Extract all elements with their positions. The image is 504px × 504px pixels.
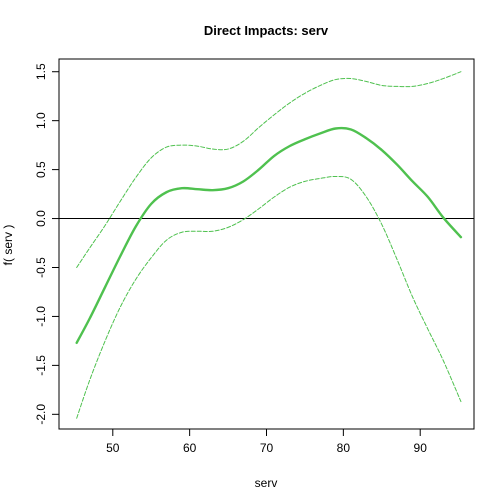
y-tick-label: 1.0: [34, 112, 48, 129]
y-tick-label: 0.0: [34, 210, 48, 227]
x-axis: 50 60 70 80 90: [106, 429, 427, 455]
series-layer: [59, 71, 474, 419]
y-axis: -2.0 -1.5 -1.0 -0.5 0.0 0.5 1.0 1.5: [34, 63, 59, 425]
chart-title: Direct Impacts: serv: [204, 23, 329, 38]
x-tick-label: 70: [260, 441, 274, 455]
y-axis-title: f( serv ): [1, 225, 15, 266]
x-tick-label: 60: [183, 441, 197, 455]
y-tick-label: -2.0: [34, 404, 48, 425]
y-tick-label: -1.5: [34, 355, 48, 376]
y-tick-label: 1.5: [34, 63, 48, 80]
x-tick-label: 90: [414, 441, 428, 455]
estimate-line: [75, 126, 463, 345]
lower-band-line: [76, 175, 462, 419]
x-tick-label: 50: [106, 441, 120, 455]
y-tick-label: -0.5: [34, 257, 48, 278]
y-tick-label: 0.5: [34, 161, 48, 178]
upper-band-line: [76, 71, 462, 268]
x-axis-title: serv: [255, 476, 278, 490]
x-tick-label: 80: [337, 441, 351, 455]
y-tick-label: -1.0: [34, 306, 48, 327]
